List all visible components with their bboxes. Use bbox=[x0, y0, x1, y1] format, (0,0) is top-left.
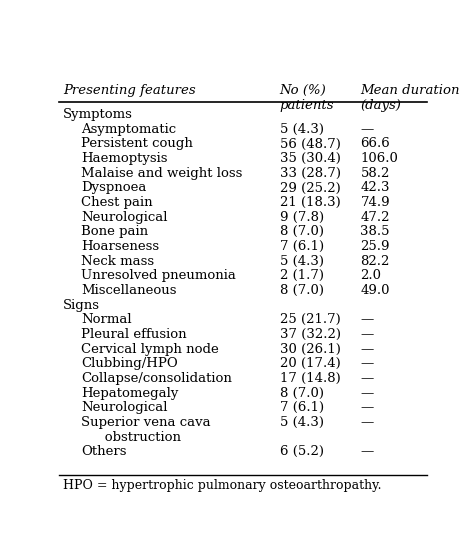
Text: —: — bbox=[360, 314, 374, 326]
Text: Collapse/consolidation: Collapse/consolidation bbox=[82, 372, 232, 385]
Text: 20 (17.4): 20 (17.4) bbox=[280, 357, 340, 370]
Text: Asymptomatic: Asymptomatic bbox=[82, 123, 176, 136]
Text: —: — bbox=[360, 123, 374, 136]
Text: Hoarseness: Hoarseness bbox=[82, 240, 159, 253]
Text: —: — bbox=[360, 343, 374, 356]
Text: Cervical lymph node: Cervical lymph node bbox=[82, 343, 219, 356]
Text: 8 (7.0): 8 (7.0) bbox=[280, 226, 324, 239]
Text: —: — bbox=[360, 402, 374, 414]
Text: 25.9: 25.9 bbox=[360, 240, 390, 253]
Text: 25 (21.7): 25 (21.7) bbox=[280, 314, 340, 326]
Text: 58.2: 58.2 bbox=[360, 167, 390, 180]
Text: Neurological: Neurological bbox=[82, 402, 168, 414]
Text: 7 (6.1): 7 (6.1) bbox=[280, 240, 324, 253]
Text: 2.0: 2.0 bbox=[360, 269, 382, 282]
Text: 47.2: 47.2 bbox=[360, 211, 390, 224]
Text: 30 (26.1): 30 (26.1) bbox=[280, 343, 340, 356]
Text: obstruction: obstruction bbox=[92, 431, 182, 444]
Text: 74.9: 74.9 bbox=[360, 196, 390, 209]
Text: Others: Others bbox=[82, 445, 127, 459]
Text: 42.3: 42.3 bbox=[360, 181, 390, 194]
Text: Presenting features: Presenting features bbox=[63, 83, 196, 96]
Text: Persistent cough: Persistent cough bbox=[82, 138, 193, 151]
Text: 66.6: 66.6 bbox=[360, 138, 390, 151]
Text: 49.0: 49.0 bbox=[360, 284, 390, 297]
Text: No (%)
patients: No (%) patients bbox=[280, 83, 334, 111]
Text: 21 (18.3): 21 (18.3) bbox=[280, 196, 340, 209]
Text: Normal: Normal bbox=[82, 314, 132, 326]
Text: Mean duration
(days): Mean duration (days) bbox=[360, 83, 460, 111]
Text: 33 (28.7): 33 (28.7) bbox=[280, 167, 341, 180]
Text: Haemoptysis: Haemoptysis bbox=[82, 152, 168, 165]
Text: —: — bbox=[360, 416, 374, 429]
Text: —: — bbox=[360, 372, 374, 385]
Text: 2 (1.7): 2 (1.7) bbox=[280, 269, 324, 282]
Text: 17 (14.8): 17 (14.8) bbox=[280, 372, 340, 385]
Text: 8 (7.0): 8 (7.0) bbox=[280, 387, 324, 400]
Text: 5 (4.3): 5 (4.3) bbox=[280, 416, 324, 429]
Text: 5 (4.3): 5 (4.3) bbox=[280, 255, 324, 268]
Text: —: — bbox=[360, 328, 374, 341]
Text: 6 (5.2): 6 (5.2) bbox=[280, 445, 324, 459]
Text: Neurological: Neurological bbox=[82, 211, 168, 224]
Text: —: — bbox=[360, 357, 374, 370]
Text: 37 (32.2): 37 (32.2) bbox=[280, 328, 341, 341]
Text: Miscellaneous: Miscellaneous bbox=[82, 284, 177, 297]
Text: 5 (4.3): 5 (4.3) bbox=[280, 123, 324, 136]
Text: 9 (7.8): 9 (7.8) bbox=[280, 211, 324, 224]
Text: 7 (6.1): 7 (6.1) bbox=[280, 402, 324, 414]
Text: Clubbing/HPO: Clubbing/HPO bbox=[82, 357, 178, 370]
Text: 38.5: 38.5 bbox=[360, 226, 390, 239]
Text: 8 (7.0): 8 (7.0) bbox=[280, 284, 324, 297]
Text: Neck mass: Neck mass bbox=[82, 255, 155, 268]
Text: Chest pain: Chest pain bbox=[82, 196, 153, 209]
Text: Unresolved pneumonia: Unresolved pneumonia bbox=[82, 269, 236, 282]
Text: 56 (48.7): 56 (48.7) bbox=[280, 138, 340, 151]
Text: —: — bbox=[360, 387, 374, 400]
Text: Dyspnoea: Dyspnoea bbox=[82, 181, 146, 194]
Text: 82.2: 82.2 bbox=[360, 255, 390, 268]
Text: Malaise and weight loss: Malaise and weight loss bbox=[82, 167, 243, 180]
Text: Hepatomegaly: Hepatomegaly bbox=[82, 387, 179, 400]
Text: 29 (25.2): 29 (25.2) bbox=[280, 181, 340, 194]
Text: Symptoms: Symptoms bbox=[63, 108, 133, 121]
Text: HPO = hypertrophic pulmonary osteoarthropathy.: HPO = hypertrophic pulmonary osteoarthro… bbox=[63, 479, 382, 492]
Text: —: — bbox=[360, 445, 374, 459]
Text: Pleural effusion: Pleural effusion bbox=[82, 328, 187, 341]
Text: Bone pain: Bone pain bbox=[82, 226, 148, 239]
Text: Signs: Signs bbox=[63, 298, 100, 312]
Text: 35 (30.4): 35 (30.4) bbox=[280, 152, 340, 165]
Text: Superior vena cava: Superior vena cava bbox=[82, 416, 211, 429]
Text: 106.0: 106.0 bbox=[360, 152, 398, 165]
